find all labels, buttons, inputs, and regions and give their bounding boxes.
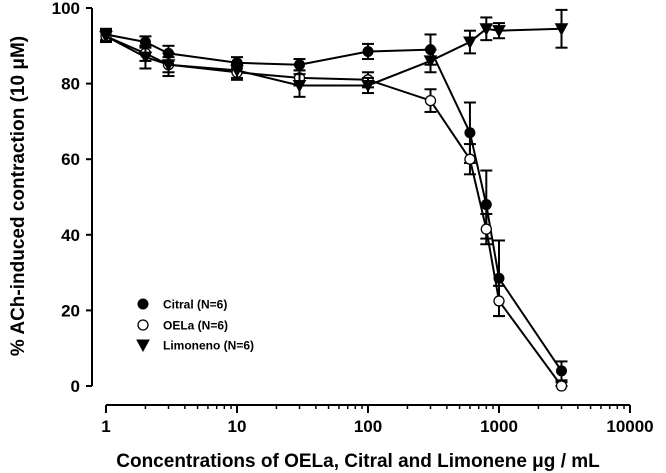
data-point [493, 295, 505, 307]
data-point [292, 79, 307, 93]
axes: 0 20 40 60 80 100 1 10 100 1000 10000 [52, 0, 654, 436]
data-point [362, 45, 374, 57]
data-point [492, 25, 506, 38]
data-point [161, 59, 176, 72]
y-tick-label: 80 [61, 75, 80, 94]
x-tick-label: 10000 [606, 417, 653, 436]
data-point [480, 199, 492, 211]
legend-marker [136, 339, 150, 353]
series-3 [99, 8, 569, 98]
data-point [294, 59, 306, 71]
x-tick-label: 100 [354, 417, 382, 436]
data-point [480, 223, 492, 235]
y-tick-label: 20 [61, 301, 80, 320]
legend-label: Limoneno (N=6) [163, 339, 254, 353]
data-point [554, 23, 569, 36]
data-point [464, 127, 476, 139]
legend-marker [137, 319, 149, 331]
legend: Citral (N=6) OELa (N=6) Limoneno (N=6) [136, 298, 254, 353]
series-layer [99, 8, 569, 392]
x-tick-label: 1 [101, 417, 110, 436]
x-tick-label: 10 [228, 417, 247, 436]
series-line [105, 35, 563, 387]
data-point [555, 380, 568, 392]
y-tick-label: 0 [71, 377, 80, 396]
data-point [361, 79, 375, 93]
data-point [556, 365, 568, 377]
legend-label: Citral (N=6) [163, 298, 227, 312]
y-tick-label: 60 [61, 150, 80, 169]
legend-label: OELa (N=6) [163, 319, 228, 333]
legend-marker [137, 298, 149, 310]
x-tick-label: 1000 [480, 417, 518, 436]
y-tick-label: 40 [61, 226, 80, 245]
y-tick-label: 100 [52, 0, 80, 18]
data-point [230, 64, 244, 78]
data-point [479, 23, 494, 36]
data-point [99, 30, 113, 44]
data-point [138, 51, 153, 65]
y-axis-title: % ACh-induced contraction (10 μM) [8, 36, 29, 356]
x-axis-title: Concentrations of OELa, Citral and Limon… [116, 451, 600, 472]
data-point [424, 94, 437, 107]
data-point [423, 55, 438, 68]
data-point [463, 36, 477, 50]
data-point [464, 153, 476, 165]
